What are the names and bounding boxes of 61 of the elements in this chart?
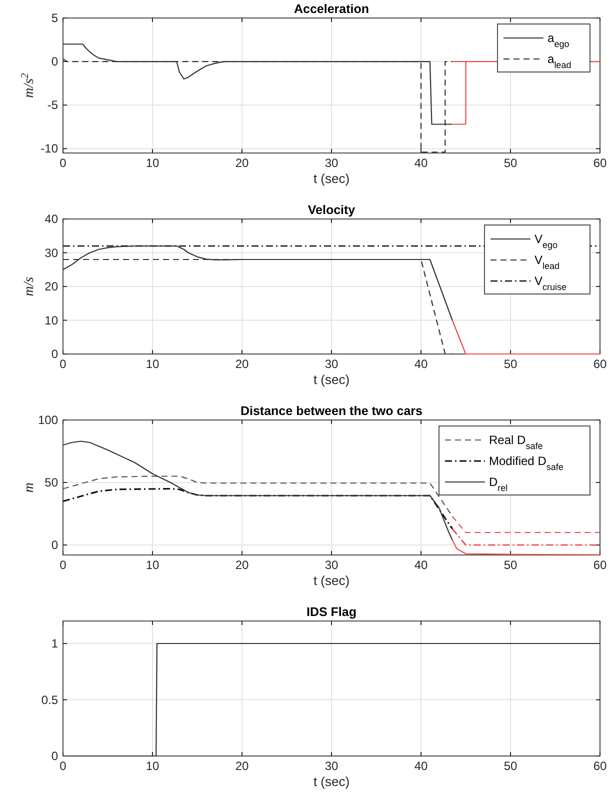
x-tick-label: 40 bbox=[414, 156, 428, 170]
x-tick-label: 10 bbox=[146, 558, 160, 572]
y-tick-label: 50 bbox=[44, 476, 58, 490]
x-axis-title: t (sec) bbox=[313, 372, 350, 387]
y-tick-label: 20 bbox=[44, 280, 58, 294]
y-tick-label: 100 bbox=[38, 413, 58, 427]
x-tick-label: 30 bbox=[324, 558, 338, 572]
x-tick-label: 60 bbox=[593, 558, 607, 572]
y-tick-label: -10 bbox=[40, 142, 58, 156]
x-tick-label: 0 bbox=[60, 558, 67, 572]
x-tick-label: 10 bbox=[146, 357, 160, 371]
x-tick-label: 50 bbox=[504, 357, 518, 371]
x-tick-label: 10 bbox=[146, 759, 160, 773]
y-tick-label: -5 bbox=[47, 98, 58, 112]
legend-label: D$_{rel}$ bbox=[489, 475, 508, 493]
y-axis-title: m bbox=[22, 482, 37, 493]
y-tick-label: 0 bbox=[51, 538, 58, 552]
legend-label: V$_{ego}$ bbox=[534, 232, 558, 250]
x-tick-label: 40 bbox=[414, 759, 428, 773]
x-tick-label: 40 bbox=[414, 558, 428, 572]
y-tick-label: 0 bbox=[51, 749, 58, 763]
y-tick-label: 0 bbox=[51, 347, 58, 361]
x-tick-label: 30 bbox=[324, 357, 338, 371]
x-tick-label: 20 bbox=[235, 156, 249, 170]
legend-label: Real D$_{safe}$ bbox=[489, 433, 543, 451]
legend-label: V$_{cruise}$ bbox=[534, 274, 567, 292]
chart-title: Velocity bbox=[308, 203, 356, 217]
y-tick-label: 1 bbox=[51, 636, 58, 650]
x-tick-label: 0 bbox=[60, 156, 67, 170]
x-tick-label: 60 bbox=[593, 759, 607, 773]
y-tick-label: 10 bbox=[44, 313, 58, 328]
chart-title: IDS Flag bbox=[306, 605, 357, 619]
x-tick-label: 20 bbox=[235, 357, 249, 371]
x-axis-title: t (sec) bbox=[313, 774, 350, 789]
x-tick-label: 0 bbox=[60, 759, 67, 773]
y-tick-label: 5 bbox=[51, 11, 58, 25]
x-axis-title: t (sec) bbox=[313, 171, 350, 186]
x-tick-label: 60 bbox=[593, 156, 607, 170]
x-tick-label: 50 bbox=[504, 156, 518, 170]
y-tick-label: 0 bbox=[51, 54, 58, 69]
x-tick-label: 20 bbox=[235, 558, 249, 572]
y-axis-title: m/s bbox=[22, 276, 37, 296]
x-tick-label: 20 bbox=[235, 759, 249, 773]
x-tick-label: 40 bbox=[414, 357, 428, 371]
y-tick-label: 0.5 bbox=[41, 692, 58, 707]
x-tick-label: 50 bbox=[504, 558, 518, 572]
x-tick-label: 60 bbox=[593, 357, 607, 371]
x-tick-label: 30 bbox=[324, 759, 338, 773]
legend-label: V$_{lead}$ bbox=[534, 253, 560, 271]
x-tick-label: 30 bbox=[324, 156, 338, 170]
x-tick-label: 10 bbox=[146, 156, 160, 170]
x-tick-label: 50 bbox=[504, 759, 518, 773]
x-axis-title: t (sec) bbox=[313, 573, 350, 588]
y-tick-label: 30 bbox=[44, 246, 58, 260]
legend-label: Modified D$_{safe}$ bbox=[489, 454, 564, 472]
y-tick-label: 40 bbox=[44, 212, 58, 226]
chart-title: Acceleration bbox=[294, 2, 370, 16]
legend-label: a$_{ego}$ bbox=[548, 31, 570, 49]
chart-title: Distance between the two cars bbox=[240, 404, 423, 418]
x-tick-label: 0 bbox=[60, 357, 67, 371]
legend-label: a$_{lead}$ bbox=[548, 52, 572, 70]
